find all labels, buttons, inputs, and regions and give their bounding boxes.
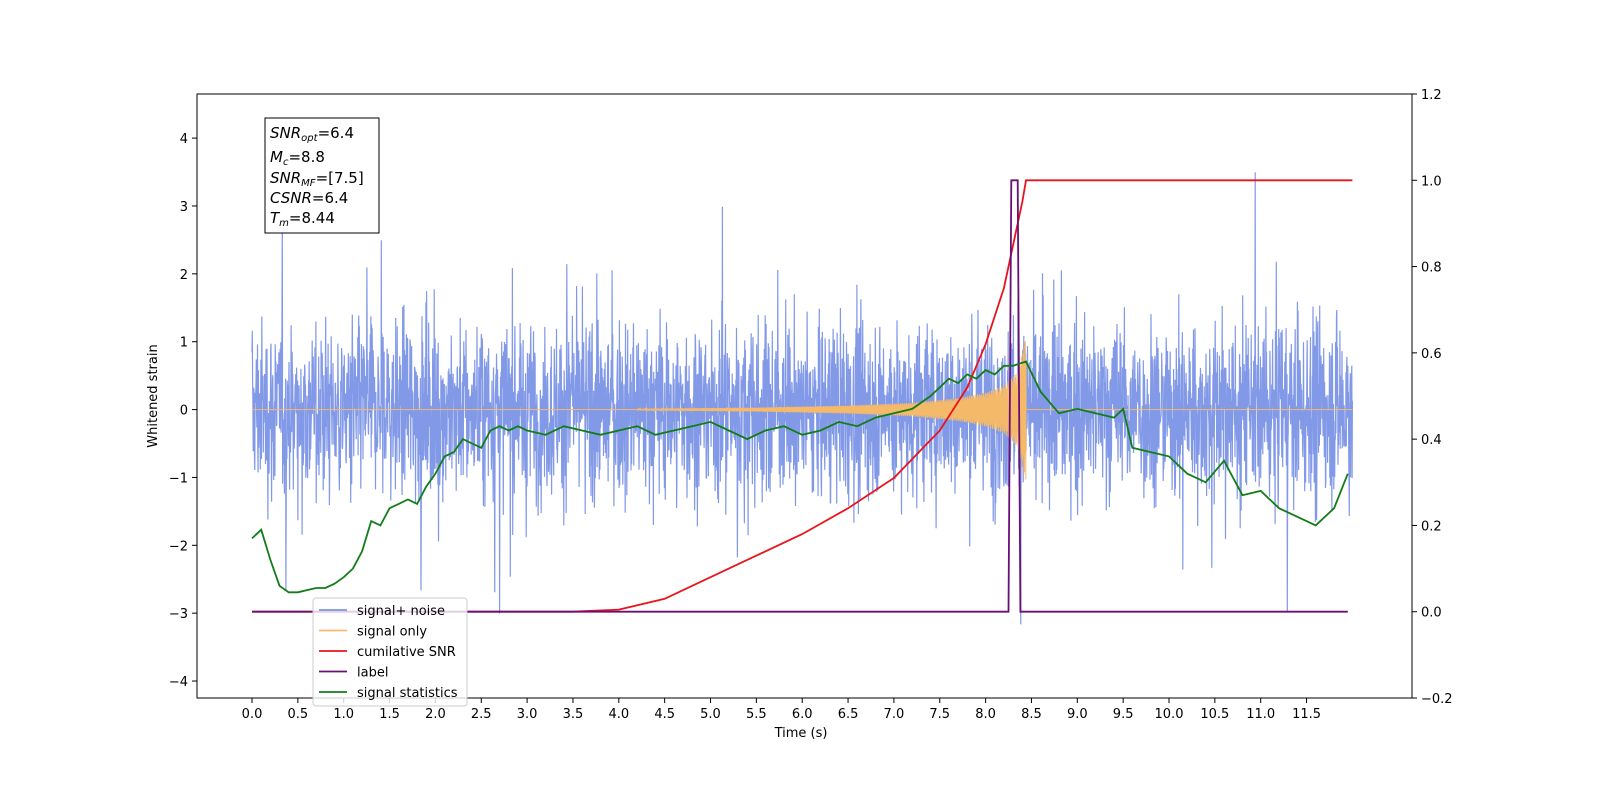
series-line-cumilative-snr xyxy=(252,179,1353,613)
x-tick-label: 7.5 xyxy=(929,707,950,722)
y-right-tick-label: 0.2 xyxy=(1421,519,1442,534)
legend-entry: signal statistics xyxy=(357,686,458,701)
x-tick-label: 1.5 xyxy=(379,707,400,722)
info-line-snr-opt: SNRopt=6.4 xyxy=(270,124,354,144)
legend-entry: label xyxy=(357,666,388,681)
x-tick-label: 0.0 xyxy=(242,707,263,722)
info-box: SNRopt=6.4 Mc=8.8 SNRMF=[7.5] CSNR=6.4 T… xyxy=(264,117,380,234)
legend-frame xyxy=(312,597,468,707)
x-tick-label: 5.0 xyxy=(700,707,721,722)
info-line-csnr: CSNR=6.4 xyxy=(270,189,348,207)
legend-entry: signal only xyxy=(357,625,427,640)
x-tick-label: 0.5 xyxy=(288,707,309,722)
legend: signal+ noise signal only cumilative SNR la… xyxy=(312,597,468,707)
x-tick-label: 4.0 xyxy=(608,707,629,722)
y-right-tick-label: 0.4 xyxy=(1421,433,1442,448)
x-axis: 0.0 0.5 1.0 1.5 2.0 2.5 3.0 3.5 4.0 4.5 5.0 5.5 6.0 6… xyxy=(242,698,1321,722)
y-left-tick-label: −1 xyxy=(169,471,188,486)
series-line-label xyxy=(252,179,1348,613)
x-tick-label: 6.5 xyxy=(838,707,859,722)
y-left-tick-label: 3 xyxy=(180,200,188,215)
y-left-tick-label: 0 xyxy=(180,404,188,419)
y-axis-label: Whitened strain xyxy=(146,344,161,447)
y-left-tick-label: −4 xyxy=(169,675,188,690)
y-left-tick-label: −3 xyxy=(169,607,188,622)
series-line-signal-noise xyxy=(251,172,1354,625)
series-line-signal-only xyxy=(252,341,1353,480)
y-left-tick-label: −2 xyxy=(169,539,188,554)
x-tick-label: 9.5 xyxy=(1113,707,1134,722)
x-tick-label: 8.5 xyxy=(1021,707,1042,722)
right-axis-series-layer xyxy=(251,179,1353,613)
x-tick-label: 3.5 xyxy=(563,707,584,722)
info-line-chirp-mass: Mc=8.8 xyxy=(270,148,325,168)
x-tick-label: 7.0 xyxy=(884,707,905,722)
x-tick-label: 11.0 xyxy=(1246,707,1275,722)
x-tick-label: 1.0 xyxy=(333,707,354,722)
y-right-tick-label: 0.8 xyxy=(1421,261,1442,276)
y-right-tick-label: 1.0 xyxy=(1421,174,1442,189)
y-right-tick-label: 0.0 xyxy=(1421,606,1442,621)
y-right-tick-label: 1.2 xyxy=(1421,88,1442,103)
series-line-signal-statistics xyxy=(251,360,1349,594)
y-axis-left: 4 3 2 1 0 −1 −2 −3 −4 xyxy=(169,132,197,690)
y-left-tick-label: 4 xyxy=(180,132,188,147)
x-tick-label: 11.5 xyxy=(1292,707,1321,722)
y-left-tick-label: 2 xyxy=(180,268,188,283)
x-tick-label: 2.0 xyxy=(425,707,446,722)
plot-frame xyxy=(196,93,1413,699)
noise-series-layer xyxy=(251,172,1354,625)
x-tick-label: 3.0 xyxy=(517,707,538,722)
y-axis-right: 1.2 1.0 0.8 0.6 0.4 0.2 0.0 −0.2 xyxy=(1412,88,1453,707)
x-tick-label: 5.5 xyxy=(746,707,767,722)
x-tick-label: 8.0 xyxy=(975,707,996,722)
x-tick-label: 2.5 xyxy=(471,707,492,722)
signal-only-layer xyxy=(252,341,1353,480)
x-tick-label: 10.5 xyxy=(1200,707,1229,722)
x-tick-label: 6.0 xyxy=(792,707,813,722)
y-left-tick-label: 1 xyxy=(180,336,188,351)
info-line-merger-time: Tm=8.44 xyxy=(270,209,335,229)
y-right-tick-label: 0.6 xyxy=(1421,347,1442,362)
info-line-snr-mf: SNRMF=[7.5] xyxy=(270,169,364,189)
x-tick-label: 10.0 xyxy=(1155,707,1184,722)
x-tick-label: 4.5 xyxy=(654,707,675,722)
legend-entry: cumilative SNR xyxy=(357,645,456,660)
x-axis-label: Time (s) xyxy=(774,726,828,741)
legend-entry: signal+ noise xyxy=(357,604,445,619)
y-right-tick-label: −0.2 xyxy=(1421,692,1453,707)
x-tick-label: 9.0 xyxy=(1067,707,1088,722)
